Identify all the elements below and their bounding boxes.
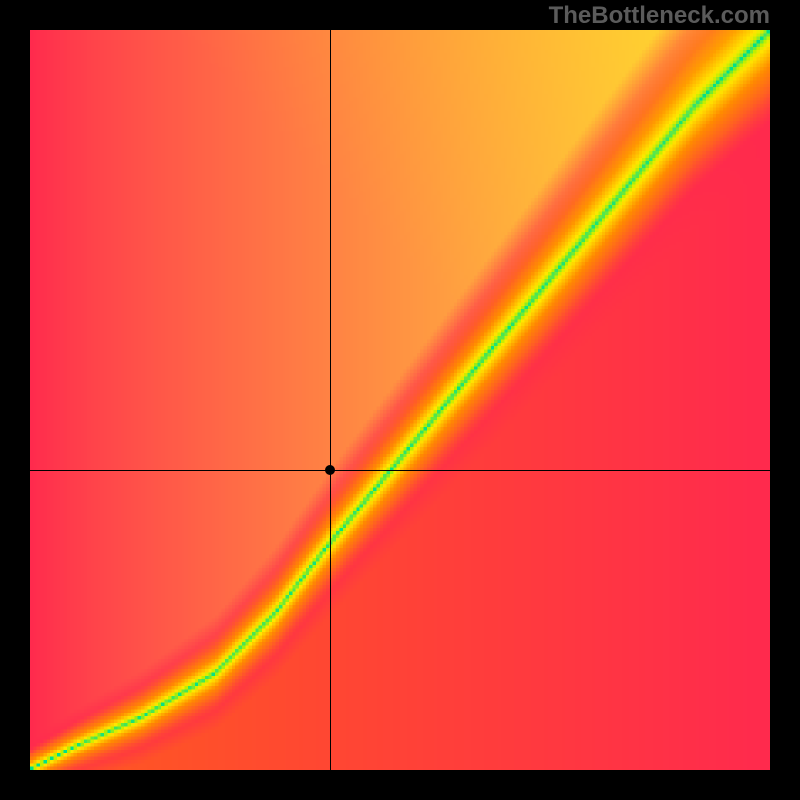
crosshair-dot xyxy=(325,465,335,475)
watermark-label: TheBottleneck.com xyxy=(549,2,770,30)
heatmap-canvas xyxy=(30,30,770,770)
crosshair-vertical xyxy=(330,30,331,770)
crosshair-horizontal xyxy=(30,470,770,471)
plot-area xyxy=(30,30,770,770)
chart-frame: TheBottleneck.com xyxy=(0,0,800,800)
